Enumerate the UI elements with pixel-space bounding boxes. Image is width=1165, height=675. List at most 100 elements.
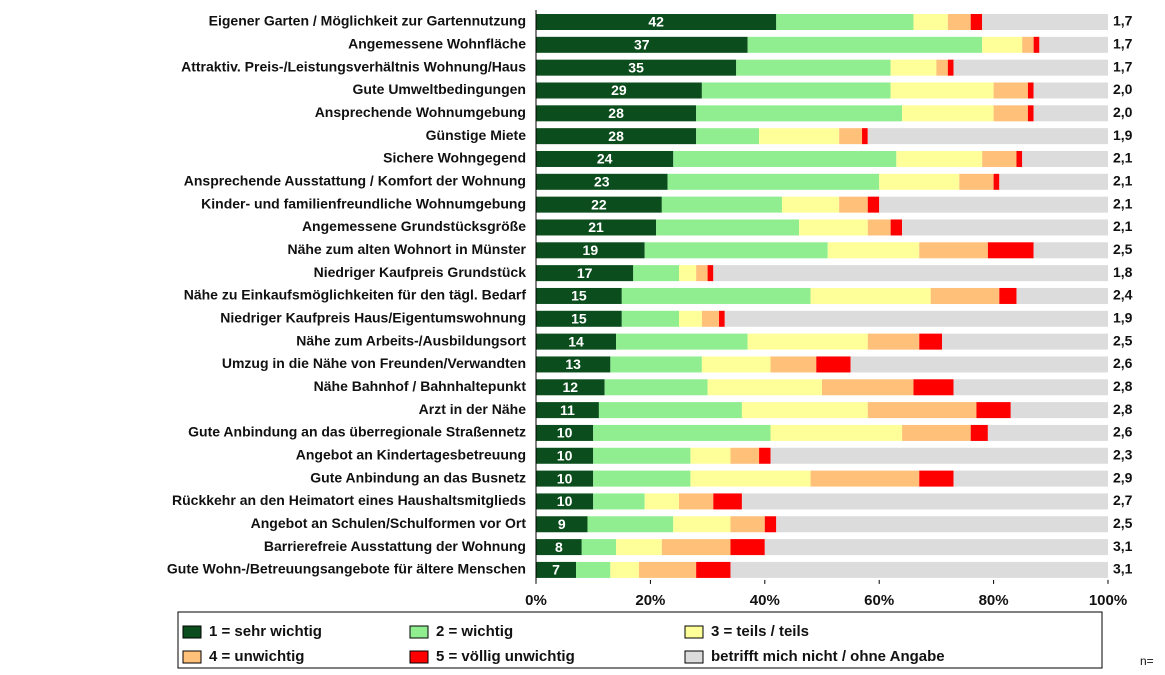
category-label: Angebot an Kindertagesbetreuung — [296, 446, 526, 462]
bar-segment — [747, 333, 868, 350]
category-label: Eigener Garten / Möglichkeit zur Gartenn… — [209, 13, 526, 29]
bar-segment — [536, 173, 668, 190]
bar-segment — [633, 265, 679, 282]
value-label: 9 — [558, 516, 566, 532]
bar-segment — [536, 424, 594, 441]
mean-label: 1,7 — [1113, 36, 1133, 52]
bar-segment — [536, 265, 634, 282]
mean-label: 1,8 — [1113, 264, 1133, 280]
bar-segment — [536, 356, 611, 373]
value-label: 8 — [555, 539, 563, 555]
bar-segment — [1027, 105, 1034, 122]
value-label: 24 — [597, 151, 613, 167]
category-label: Rückkehr an den Heimatort eines Haushalt… — [172, 492, 526, 508]
bar-segment — [953, 470, 1108, 487]
bar-segment — [536, 150, 674, 167]
bar-segment — [1039, 36, 1108, 53]
legend-swatch — [182, 650, 202, 664]
legend-label: 5 = völlig unwichtig — [436, 648, 575, 665]
x-tick-label: 80% — [979, 592, 1009, 609]
mean-label: 2,1 — [1113, 195, 1133, 211]
category-label: Niedriger Kaufpreis Grundstück — [314, 264, 527, 280]
bar-segment — [661, 539, 731, 556]
category-label: Angemessene Grundstücksgröße — [302, 218, 526, 234]
category-label: Gute Wohn-/Betreuungsangebote für ältere… — [167, 561, 526, 577]
legend-label: 4 = unwichtig — [209, 648, 304, 665]
mean-label: 2,6 — [1113, 355, 1133, 371]
legend-label: 1 = sehr wichtig — [209, 623, 322, 640]
bar-segment — [867, 219, 891, 236]
bar-segment — [862, 128, 868, 145]
bar-segment — [576, 561, 611, 578]
bar-segment — [713, 265, 1108, 282]
value-label: 23 — [594, 174, 610, 190]
category-label: Kinder- und familienfreundliche Wohnumge… — [201, 195, 526, 211]
bar-segment — [867, 333, 920, 350]
bar-segment — [816, 356, 851, 373]
mean-label: 2,5 — [1113, 332, 1133, 348]
bar-segment — [536, 447, 594, 464]
bar-segment — [1033, 105, 1108, 122]
bar-segment — [1033, 36, 1040, 53]
bar-segment — [890, 59, 937, 76]
bar-segment — [776, 516, 1108, 533]
bar-segment — [661, 196, 782, 213]
bar-segment — [536, 470, 594, 487]
bar-segment — [902, 219, 1108, 236]
bar-segment — [536, 36, 748, 53]
bar-segment — [707, 379, 822, 396]
mean-label: 2,9 — [1113, 469, 1133, 485]
bar-segment — [536, 561, 577, 578]
bar-segment — [822, 379, 914, 396]
value-label: 28 — [608, 128, 624, 144]
bar-segment — [982, 14, 1108, 30]
bar-segment — [987, 242, 1034, 259]
bar-segment — [701, 82, 891, 99]
bar-segment — [610, 561, 639, 578]
bar-segment — [536, 59, 737, 76]
bar-segment — [604, 379, 708, 396]
category-label: Gute Anbindung an das überregionale Stra… — [188, 424, 526, 440]
bar-segment — [593, 447, 691, 464]
bar-segment — [764, 539, 1108, 556]
bar-segment — [993, 105, 1028, 122]
bar-segment — [690, 447, 731, 464]
bar-segment — [839, 128, 863, 145]
bar-segment — [730, 447, 760, 464]
mean-label: 2,6 — [1113, 424, 1133, 440]
value-label: 12 — [563, 379, 579, 395]
value-label: 17 — [577, 265, 593, 281]
bar-segment — [610, 356, 702, 373]
category-label: Günstige Miete — [426, 127, 527, 143]
category-label: Ansprechende Ausstattung / Komfort der W… — [184, 173, 526, 189]
bar-segment — [730, 516, 765, 533]
bar-segment — [993, 173, 1000, 190]
legend-label: 2 = wichtig — [436, 623, 513, 640]
bar-segment — [953, 379, 1108, 396]
bar-segment — [593, 470, 691, 487]
bar-segment — [724, 310, 1108, 327]
value-label: 19 — [583, 242, 599, 258]
bar-segment — [976, 402, 1011, 419]
legend-swatch — [684, 650, 704, 664]
bar-segment — [947, 14, 971, 30]
bar-segment — [827, 242, 920, 259]
bar-segment — [982, 36, 1023, 53]
legend-swatch — [409, 625, 429, 639]
bar-segment — [536, 333, 617, 350]
bar-segment — [536, 287, 622, 304]
category-label: Sichere Wohngegend — [383, 150, 526, 166]
bar-segment — [1016, 150, 1023, 167]
mean-label: 2,0 — [1113, 104, 1133, 120]
bar-segment — [913, 14, 948, 30]
legend-swatch — [684, 625, 704, 639]
bar-segment — [673, 150, 897, 167]
bar-segment — [936, 59, 948, 76]
bar-segment — [1022, 36, 1034, 53]
category-label: Arzt in der Nähe — [419, 401, 527, 417]
bar-segment — [953, 59, 1108, 76]
value-label: 10 — [557, 425, 573, 441]
bar-segment — [696, 561, 731, 578]
value-label: 15 — [571, 288, 587, 304]
bar-segment — [770, 356, 817, 373]
